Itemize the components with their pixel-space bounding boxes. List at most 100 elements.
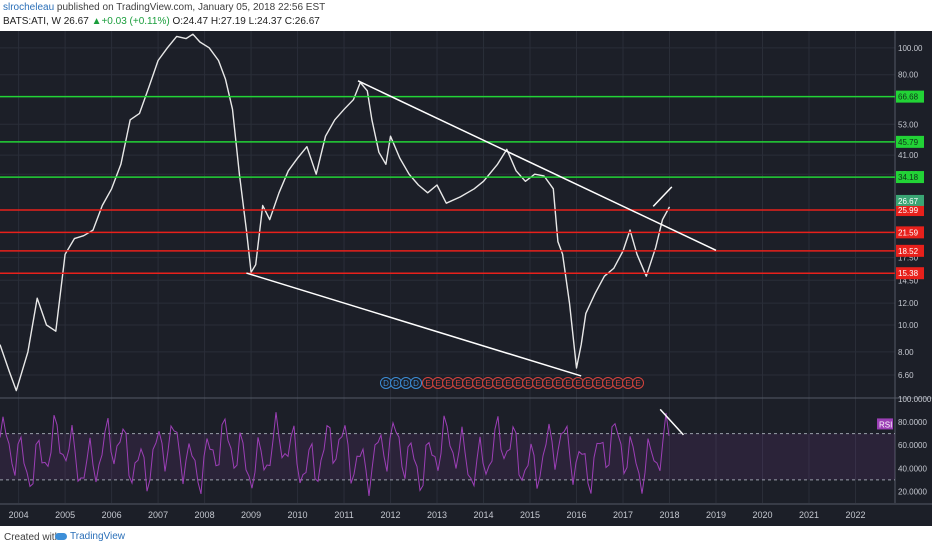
- earnings-marker-label: E: [565, 379, 570, 388]
- level-label-bg: [896, 135, 924, 148]
- last-price-tag-bg: [896, 194, 924, 206]
- rsi-line: [0, 412, 670, 496]
- x-tick-label: 2016: [567, 510, 587, 520]
- earnings-marker-label: E: [515, 379, 520, 388]
- created-with-text: Created with: [4, 532, 61, 543]
- price-tick-label: 8.00: [898, 348, 914, 357]
- earnings-marker-label: E: [605, 379, 610, 388]
- rsi-tick-label: 40.0000: [898, 464, 927, 473]
- x-tick-label: 2012: [381, 510, 401, 520]
- earnings-marker: [632, 377, 644, 389]
- earnings-marker-label: E: [475, 379, 480, 388]
- x-tick-label: 2017: [613, 510, 633, 520]
- rsi-tick-label: 60.0000: [898, 441, 927, 450]
- earnings-marker-label: E: [505, 379, 510, 388]
- rsi-band-fill: [0, 433, 895, 480]
- dividend-marker-label: D: [413, 379, 419, 388]
- tradingview-brand: TradingView: [70, 531, 126, 542]
- x-tick-label: 2009: [241, 510, 261, 520]
- x-tick-label: 2011: [334, 510, 353, 520]
- earnings-marker-label: E: [495, 379, 500, 388]
- open-value: O:24.47: [172, 16, 209, 27]
- level-label: 15.38: [898, 269, 919, 278]
- price-change: +0.03 (+0.11%): [101, 16, 170, 27]
- last-price: 26.67: [63, 16, 89, 27]
- level-label-bg: [896, 226, 924, 239]
- x-tick-label: 2008: [195, 510, 215, 520]
- x-tick-label: 2006: [102, 510, 122, 520]
- low-value: L:24.37: [248, 16, 283, 27]
- earnings-marker-label: E: [485, 379, 490, 388]
- level-label-bg: [896, 267, 924, 280]
- x-tick-label: 2005: [55, 510, 75, 520]
- x-tick-label: 2014: [474, 510, 494, 520]
- x-tick-label: 2022: [845, 510, 865, 520]
- price-tick-label: 41.00: [898, 151, 919, 160]
- rsi-tick-label: 80.0000: [898, 418, 927, 427]
- level-label-bg: [896, 244, 924, 257]
- earnings-marker-label: E: [425, 379, 430, 388]
- level-label-bg: [896, 171, 924, 184]
- earnings-marker-label: E: [545, 379, 550, 388]
- price-tick-label: 100.00: [898, 44, 923, 53]
- x-tick-label: 2019: [706, 510, 726, 520]
- rsi-trendline: [659, 408, 685, 436]
- rsi-label-bg: [877, 418, 893, 430]
- symbol-label[interactable]: BATS:ATI, W: [3, 16, 61, 27]
- level-label: 25.99: [898, 206, 919, 215]
- x-tick-label: 2018: [659, 510, 679, 520]
- dividend-marker-label: D: [393, 379, 399, 388]
- earnings-marker-label: E: [615, 379, 620, 388]
- price-tick-label: 14.50: [898, 276, 919, 285]
- earnings-marker-label: E: [625, 379, 630, 388]
- earnings-marker-label: E: [595, 379, 600, 388]
- dividend-marker: [410, 377, 422, 389]
- earnings-marker-label: E: [555, 379, 560, 388]
- level-label-bg: [896, 90, 924, 103]
- footer: Created with TradingView: [0, 526, 932, 550]
- dividend-marker-label: D: [403, 379, 409, 388]
- price-tick-label: 6.60: [898, 371, 914, 380]
- rsi-tick-label: 100.0000: [898, 395, 932, 404]
- chart-panel[interactable]: 2004 2005 2006 2007 2008 2009 2010 2011 2012 2013…: [0, 31, 932, 526]
- earnings-marker-label: E: [585, 379, 590, 388]
- rsi-tick-label: 20.0000: [898, 487, 927, 496]
- price-tick-label: 12.00: [898, 299, 919, 308]
- tradingview-logo[interactable]: TradingView: [55, 531, 125, 542]
- trendline: [652, 186, 673, 207]
- x-tick-label: 2013: [427, 510, 447, 520]
- earnings-marker-label: E: [455, 379, 460, 388]
- earnings-marker-label: E: [465, 379, 470, 388]
- up-arrow-icon: ▲: [91, 16, 102, 27]
- rsi-label: RSI: [879, 420, 892, 429]
- symbol-info: BATS:ATI, W 26.67 ▲+0.03 (+0.11%) O:24.4…: [3, 16, 320, 27]
- chart-header: slrocheleau published on TradingView.com…: [0, 0, 932, 31]
- price-tick-label: 17.50: [898, 254, 919, 263]
- dividend-marker-label: D: [383, 379, 389, 388]
- earnings-marker-label: E: [525, 379, 530, 388]
- level-label: 18.52: [898, 247, 919, 256]
- chart-svg[interactable]: 2004 2005 2006 2007 2008 2009 2010 2011 2012 2013…: [0, 31, 932, 526]
- author-link[interactable]: slrocheleau: [3, 2, 55, 13]
- level-label: 66.68: [898, 93, 919, 102]
- trendline: [357, 80, 717, 251]
- x-tick-label: 2021: [799, 510, 819, 520]
- close-value: C:26.67: [284, 16, 320, 27]
- price-line: [0, 33, 671, 392]
- cloud-icon: [55, 532, 67, 540]
- last-price-tag: 26.67: [898, 197, 919, 206]
- level-label: 45.79: [898, 138, 919, 147]
- earnings-marker-label: E: [535, 379, 540, 388]
- earnings-marker-label: E: [575, 379, 580, 388]
- x-tick-label: 2007: [148, 510, 168, 520]
- publish-info: slrocheleau published on TradingView.com…: [3, 2, 325, 13]
- x-tick-label: 2020: [752, 510, 772, 520]
- earnings-marker-label: E: [635, 379, 640, 388]
- level-label-bg: [896, 204, 924, 217]
- level-label: 21.59: [898, 228, 919, 237]
- publish-text: published on TradingView.com, January 05…: [54, 2, 326, 13]
- earnings-marker-label: E: [435, 379, 440, 388]
- x-tick-label: 2015: [520, 510, 540, 520]
- level-label: 34.18: [898, 173, 919, 182]
- price-tick-label: 10.00: [898, 321, 919, 330]
